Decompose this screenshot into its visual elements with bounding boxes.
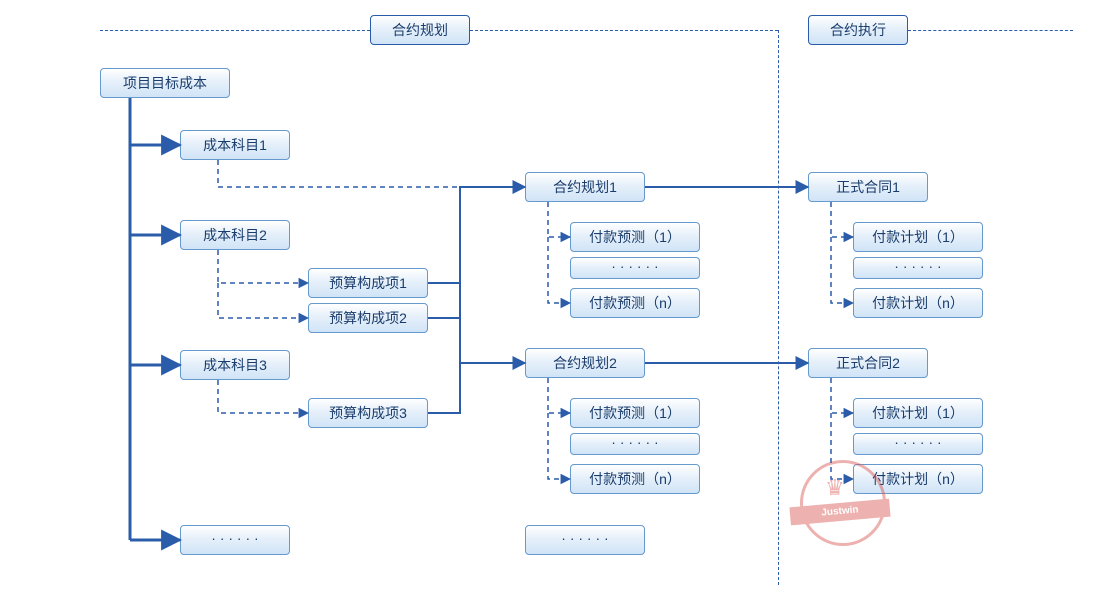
node-forecast-2-ellipsis: · · · · · · bbox=[570, 433, 700, 455]
node-budget-2: 预算构成项2 bbox=[308, 303, 428, 333]
separator-horizontal-left bbox=[100, 30, 370, 31]
node-payplan-1-last: 付款计划（n） bbox=[853, 288, 983, 318]
node-payplan-1-first: 付款计划（1） bbox=[853, 222, 983, 252]
node-budget-1: 预算构成项1 bbox=[308, 268, 428, 298]
separator-vertical bbox=[778, 30, 779, 585]
node-budget-3: 预算构成项3 bbox=[308, 398, 428, 428]
node-cost-item-2: 成本科目2 bbox=[180, 220, 290, 250]
node-forecast-2-last: 付款预测（n） bbox=[570, 464, 700, 494]
header-planning: 合约规划 bbox=[370, 15, 470, 45]
node-forecast-1-ellipsis: · · · · · · bbox=[570, 257, 700, 279]
node-plan-1: 合约规划1 bbox=[525, 172, 645, 202]
node-forecast-1-first: 付款预测（1） bbox=[570, 222, 700, 252]
node-contract-2: 正式合同2 bbox=[808, 348, 928, 378]
separator-horizontal-right bbox=[908, 30, 1073, 31]
node-plan-ellipsis: · · · · · · bbox=[525, 525, 645, 555]
node-forecast-2-first: 付款预测（1） bbox=[570, 398, 700, 428]
node-payplan-2-last: 付款计划（n） bbox=[853, 464, 983, 494]
node-payplan-1-ellipsis: · · · · · · bbox=[853, 257, 983, 279]
node-forecast-1-last: 付款预测（n） bbox=[570, 288, 700, 318]
node-cost-item-3: 成本科目3 bbox=[180, 350, 290, 380]
header-execution: 合约执行 bbox=[808, 15, 908, 45]
node-payplan-2-ellipsis: · · · · · · bbox=[853, 433, 983, 455]
node-cost-item-ellipsis: · · · · · · bbox=[180, 525, 290, 555]
separator-horizontal-mid bbox=[470, 30, 778, 31]
node-payplan-2-first: 付款计划（1） bbox=[853, 398, 983, 428]
node-contract-1: 正式合同1 bbox=[808, 172, 928, 202]
watermark-text: Justwin bbox=[789, 499, 890, 526]
node-cost-item-1: 成本科目1 bbox=[180, 130, 290, 160]
node-root: 项目目标成本 bbox=[100, 68, 230, 98]
node-plan-2: 合约规划2 bbox=[525, 348, 645, 378]
